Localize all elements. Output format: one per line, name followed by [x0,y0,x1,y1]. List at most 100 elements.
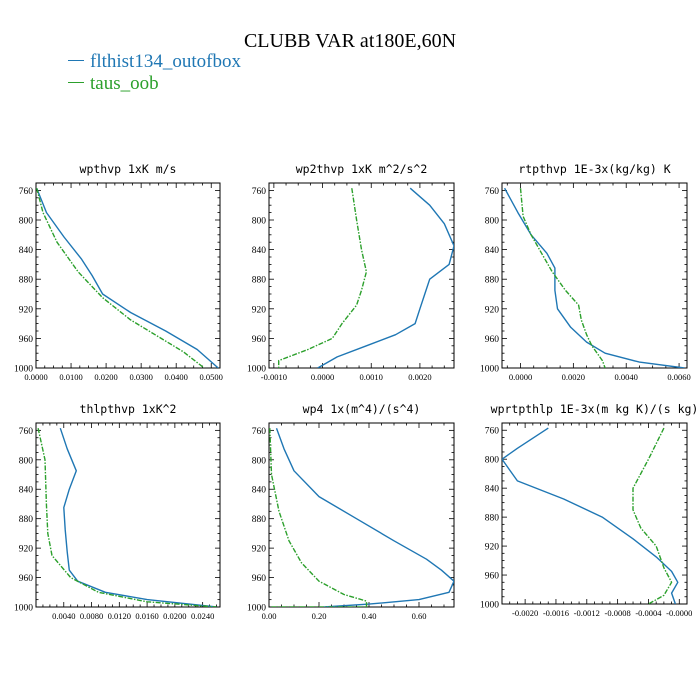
x-tick-label: 0.0120 [108,611,131,621]
y-tick-label: 1000 [480,601,499,611]
y-tick-label: 920 [485,305,500,315]
panel-title: wp2thvp 1xK m^2/s^2 [296,162,428,176]
x-tick-label: -0.0020 [512,608,538,618]
x-tick-label: 0.0100 [59,372,82,382]
x-tick-label: 0.20 [312,611,327,621]
y-tick-label: 920 [485,543,500,553]
plot-frame [501,182,688,369]
panel-title: wpthvp 1xK m/s [80,162,177,176]
y-tick-label: 960 [252,335,267,345]
series-line-flthist134 [275,427,454,607]
y-tick-label: 760 [252,427,267,437]
plot-frame [35,182,221,369]
series-line-taus-oob [632,427,673,604]
panel-title: wprtpthlp 1E-3x(m kg K)/(s kg) [491,402,699,416]
y-tick-label: 960 [485,572,500,582]
series-line-taus-oob [37,428,217,607]
y-tick-label: 880 [485,514,500,524]
y-tick-label: 1000 [14,604,33,614]
x-tick-label: 0.0000 [311,372,334,382]
x-tick-label: 0.0010 [360,372,383,382]
y-tick-label: 880 [19,515,34,525]
legend-label: taus_oob [90,73,159,94]
y-tick-label: 840 [19,246,34,256]
series-line-flthist134 [59,427,217,607]
y-tick-label: 760 [485,187,500,197]
plot-frame [268,182,455,369]
x-tick-label: 0.0500 [200,372,223,382]
y-tick-label: 840 [252,486,267,496]
x-tick-label: 0.0000 [509,372,532,382]
chart-panel: wprtpthlp 1E-3x(m kg K)/(s kg) 760 800 840 8… [480,402,698,618]
legend-line-icon [68,82,84,84]
series-line-taus-oob [278,188,368,368]
y-tick-label: 960 [485,335,500,345]
y-tick-label: 920 [19,305,34,315]
series-line-taus-oob [269,428,368,607]
chart-panel: rtpthvp 1E-3x(kg/kg) K 760 800 840 880 920 960… [480,162,691,382]
x-tick-label: 0.0000 [24,372,47,382]
y-tick-label: 880 [252,515,267,525]
legend-item-series2: taus_oob [68,73,159,95]
x-tick-label: 0.0020 [562,372,585,382]
panel-title: rtpthvp 1E-3x(kg/kg) K [518,162,670,176]
x-tick-label: 0.0240 [191,611,214,621]
y-tick-label: 800 [485,456,500,466]
x-tick-label: -0.0010 [261,372,287,382]
legend-label: flthist134_outofbox [90,51,241,72]
x-tick-label: 0.0060 [667,372,690,382]
y-tick-label: 760 [485,427,500,437]
series-line-flthist134 [36,187,219,368]
y-tick-label: 800 [252,217,267,227]
y-tick-label: 760 [252,187,267,197]
y-tick-label: 920 [252,305,267,315]
x-tick-label: 0.0040 [615,372,638,382]
x-tick-label: 0.0400 [165,372,188,382]
y-tick-label: 760 [19,187,34,197]
x-tick-label: 0.00 [262,611,277,621]
series-line-flthist134 [502,427,679,604]
panel-title: thlpthvp 1xK^2 [80,402,177,416]
x-tick-label: 0.0200 [94,372,117,382]
x-tick-label: -0.0004 [635,608,662,618]
y-tick-label: 1000 [480,365,499,375]
x-tick-label: 0.0020 [408,372,431,382]
x-tick-label: 0.0040 [52,611,75,621]
x-tick-label: 0.60 [412,611,427,621]
y-tick-label: 920 [252,545,267,555]
chart-panel: wp2thvp 1xK m^2/s^2 760 800 840 880 920 960 100… [247,162,455,382]
y-tick-label: 800 [252,456,267,466]
series-line-flthist134 [503,187,685,368]
y-tick-label: 880 [485,276,500,286]
y-tick-label: 880 [252,276,267,286]
x-tick-label: -0.0012 [574,608,600,618]
chart-panel: wp4 1x(m^4)/(s^4)76080084088092096010000… [247,402,455,621]
x-tick-label: -0.0000 [666,608,692,618]
x-tick-label: -0.0016 [543,608,569,618]
y-tick-label: 960 [19,335,34,345]
x-tick-label: -0.0008 [605,608,631,618]
legend-item-series1: flthist134_outofbox [68,51,241,73]
x-tick-label: 0.40 [362,611,377,621]
y-tick-label: 1000 [247,604,266,614]
x-tick-label: 0.0080 [80,611,103,621]
y-tick-label: 920 [19,545,34,555]
y-tick-label: 800 [485,217,500,227]
plot-frame [35,422,221,608]
y-tick-label: 1000 [14,365,33,375]
y-tick-label: 960 [252,574,267,584]
x-tick-label: 0.0200 [163,611,186,621]
series-line-taus-oob [519,188,606,368]
series-line-flthist134 [317,187,454,368]
x-tick-label: 0.0300 [129,372,152,382]
series-line-taus-oob [36,188,205,368]
y-tick-label: 840 [485,485,500,495]
panel-title: wp4 1x(m^4)/(s^4) [303,402,421,416]
y-tick-label: 840 [19,486,34,496]
y-tick-label: 800 [19,217,34,227]
legend-line-icon [68,60,84,62]
x-tick-label: 0.0160 [135,611,158,621]
chart-panel: thlpthvp 1xK^2 760 800 840 880 920 960 1000 0.00… [14,402,221,621]
y-tick-label: 760 [19,427,34,437]
chart-panel: wpthvp 1xK m/s 760 800 840 880 920 960 10000.00… [14,162,223,382]
